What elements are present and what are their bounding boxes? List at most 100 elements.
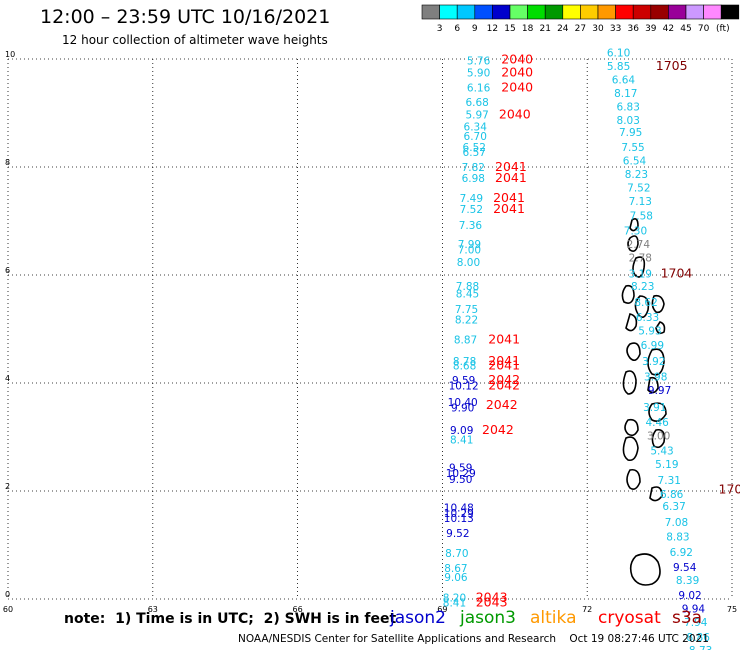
swh-value: 7.94 [684, 617, 708, 629]
swh-value: 10.12 [449, 380, 479, 392]
colorbar-label: 12 [487, 24, 498, 34]
y-tick-label: 4 [5, 374, 10, 383]
swh-value: 7.88 [456, 281, 479, 293]
swh-value: 8.86 [687, 632, 711, 644]
swh-value: 8.20 [443, 593, 466, 605]
pass-time-label: 2042 [482, 422, 514, 437]
swh-value: 3.98 [644, 371, 667, 383]
legend-cryosat: cryosat [598, 608, 661, 628]
swh-value: 6.33 [636, 312, 659, 324]
colorbar-label: 30 [592, 24, 604, 34]
pass-time-label: 2040 [501, 79, 533, 94]
pass-time-label: 2041 [488, 353, 520, 368]
colorbar-label: 33 [610, 24, 621, 34]
swh-value: 6.98 [462, 173, 485, 185]
time-labels: 2040204020402040204120412041204120412041… [476, 51, 740, 609]
swh-value: 7.75 [455, 304, 478, 316]
swh-value: 3.00 [647, 431, 670, 443]
colorbar-label: 3 [437, 24, 443, 34]
swh-value: 8.41 [450, 434, 473, 446]
swh-value: 10.48 [444, 503, 474, 515]
swh-value: 3.91 [643, 402, 666, 414]
swh-value: 9.59 [452, 375, 475, 387]
island-outline [622, 428, 666, 462]
island-outline [625, 295, 650, 332]
colorbar-unit: (ft) [716, 24, 730, 34]
y-tick-label: 6 [5, 266, 10, 275]
pass-time-label: 2040 [501, 51, 533, 66]
swh-value: 7.00 [458, 244, 481, 256]
swh-value: 6.52 [463, 142, 486, 154]
swh-value: 6.57 [463, 147, 486, 159]
swh-value: 9.54 [673, 562, 697, 574]
swh-value: 8.67 [444, 563, 467, 575]
pass-time-label: 2042 [488, 377, 520, 392]
colorbar-swatch [720, 4, 740, 20]
swh-value: 5.85 [607, 61, 630, 73]
swh-value: 8.45 [456, 289, 479, 301]
colorbar-label: 9 [472, 24, 478, 34]
legend-s3a: s3a [672, 608, 703, 628]
swh-value: 8.78 [453, 356, 476, 368]
swh-value: 6.83 [617, 101, 640, 113]
colorbar-label: 39 [645, 24, 657, 34]
swh-value: 10.29 [446, 468, 476, 480]
swh-value: 8.03 [617, 115, 640, 127]
y-tick-label: 8 [5, 158, 10, 167]
swh-value: 2.74 [627, 239, 651, 251]
swh-value: 8.68 [453, 361, 476, 373]
swh-value: 10.29 [444, 508, 474, 520]
pass-time-label: 1704 [661, 266, 693, 281]
swh-value: 9.90 [451, 403, 474, 415]
swh-value: 7.13 [629, 196, 652, 208]
swh-value: 8.23 [625, 169, 648, 181]
legend-jason2: jason2 [390, 608, 446, 628]
island-outline [621, 256, 646, 304]
pass-time-label: 1705 [656, 58, 688, 73]
swh-value: 5.90 [467, 67, 490, 79]
pass-time-label: 2043 [476, 595, 508, 610]
swh-value: 8.62 [634, 297, 657, 309]
swh-value: 6.92 [670, 547, 693, 559]
colorbar-label: 27 [575, 24, 586, 34]
legend-jason3: jason3 [460, 608, 516, 628]
swh-value: 8.87 [454, 335, 477, 347]
x-tick-label: 60 [3, 605, 13, 614]
swh-value: 8.17 [614, 88, 637, 100]
pass-time-label: 2042 [488, 372, 520, 387]
swh-value: 6.54 [623, 155, 647, 167]
swh-value: 8.00 [457, 257, 480, 269]
swh-value: 7.49 [460, 193, 483, 205]
swh-value: 6.37 [662, 501, 685, 513]
swh-value: 8.22 [455, 315, 478, 327]
x-tick-label: 72 [582, 605, 592, 614]
legend-altika: altika [530, 608, 577, 628]
swh-value: 5.19 [655, 459, 678, 471]
swh-value: 7.52 [460, 204, 483, 216]
pass-time-label: 2041 [488, 332, 520, 347]
color-legend: 3 6 9 12 15 18 21 24 27 30 33 36 39 42 45 70 (ft) [421, 4, 740, 34]
colorbar-label: 15 [504, 24, 515, 34]
island-outline [626, 342, 665, 376]
colorbar-label: 45 [680, 24, 691, 34]
island-outline [651, 294, 666, 335]
swh-value: 8.70 [445, 548, 468, 560]
island-outline [626, 468, 663, 502]
swh-value: 8.39 [676, 575, 699, 587]
pass-time-label: 2041 [495, 170, 527, 185]
pass-time-label: 2041 [493, 190, 525, 205]
footer-credit: NOAA/NESDIS Center for Satellite Applica… [238, 633, 709, 645]
swh-value: 6.86 [660, 489, 684, 501]
x-tick-label: 75 [727, 605, 737, 614]
swh-value: 9.52 [446, 528, 469, 540]
swh-value: 7.52 [627, 182, 650, 194]
colorbar-label: 70 [698, 24, 710, 34]
pass-time-label: 2041 [495, 159, 527, 174]
swh-value: 2.78 [629, 253, 652, 265]
swh-value: 7.55 [621, 142, 644, 154]
swh-value: 5.76 [467, 55, 491, 67]
pass-time-label: 2043 [476, 590, 508, 605]
pass-time-label: 1703 [719, 482, 740, 497]
pass-time-label: 2041 [493, 201, 525, 216]
swh-value: 9.50 [449, 474, 472, 486]
